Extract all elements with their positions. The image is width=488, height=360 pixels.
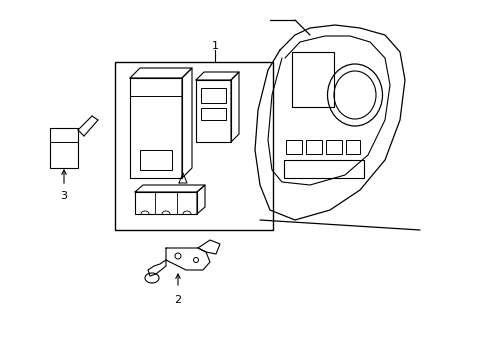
Bar xyxy=(325,140,341,154)
Text: 1: 1 xyxy=(211,41,218,51)
Bar xyxy=(201,88,225,103)
Bar xyxy=(140,150,172,170)
Bar xyxy=(130,78,182,178)
Bar xyxy=(50,128,78,168)
Bar xyxy=(285,140,302,154)
Bar xyxy=(135,192,197,214)
Bar xyxy=(291,52,333,107)
Text: 3: 3 xyxy=(61,191,67,201)
Bar xyxy=(305,140,321,154)
Bar xyxy=(196,80,230,142)
Bar xyxy=(201,108,225,120)
Text: 2: 2 xyxy=(174,295,181,305)
Bar xyxy=(115,62,272,230)
Bar xyxy=(346,140,359,154)
Bar xyxy=(284,160,363,178)
